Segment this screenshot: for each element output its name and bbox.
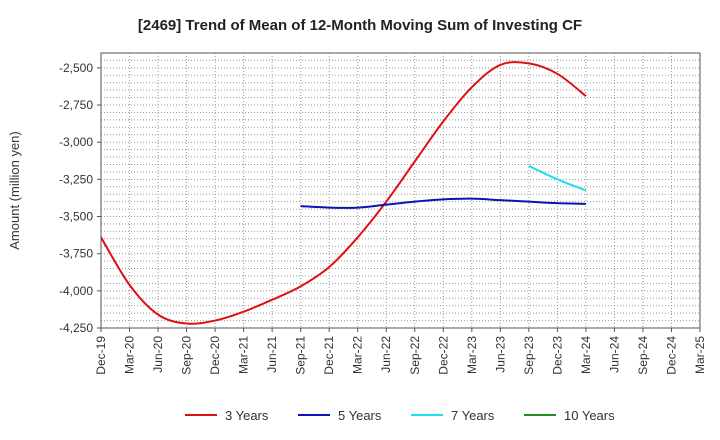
plot-frame bbox=[100, 52, 701, 329]
x-tick-label: Mar-21 bbox=[237, 336, 251, 374]
x-tick-label: Sep-21 bbox=[294, 336, 308, 375]
x-tick-label: Sep-23 bbox=[522, 336, 536, 375]
x-tick-label: Mar-22 bbox=[351, 336, 365, 374]
y-tick-label: -4,250 bbox=[59, 321, 93, 335]
legend-label: 3 Years bbox=[225, 408, 269, 423]
y-tick-label: -2,500 bbox=[59, 61, 93, 75]
x-tick-label: Dec-19 bbox=[94, 336, 108, 375]
plot-area bbox=[101, 53, 700, 328]
y-tick-label: -3,250 bbox=[59, 172, 93, 186]
chart-title: [2469] Trend of Mean of 12-Month Moving … bbox=[138, 17, 582, 34]
x-tick-label: Dec-21 bbox=[322, 336, 336, 375]
x-tick-label: Jun-22 bbox=[379, 336, 393, 373]
grid-lines bbox=[100, 52, 701, 329]
x-tick-label: Mar-25 bbox=[693, 336, 707, 374]
x-tick-label: Jun-21 bbox=[265, 336, 279, 373]
y-tick-label: -3,000 bbox=[59, 135, 93, 149]
y-tick-label: -3,750 bbox=[59, 247, 93, 261]
legend: 3 Years 5 Years 7 Years 10 Years bbox=[185, 408, 615, 423]
x-tick-label: Dec-20 bbox=[208, 336, 222, 375]
legend-label: 10 Years bbox=[564, 408, 615, 423]
series-line-5-years bbox=[300, 197, 586, 209]
series-line-7-years bbox=[528, 165, 587, 192]
x-tick-label: Sep-24 bbox=[636, 336, 650, 375]
x-tick-label: Mar-23 bbox=[465, 336, 479, 374]
x-tick-label: Dec-23 bbox=[550, 336, 564, 375]
y-tick-label: -2,750 bbox=[59, 98, 93, 112]
x-tick-label: Sep-22 bbox=[408, 336, 422, 375]
series-layer bbox=[100, 61, 587, 325]
x-tick-label: Jun-20 bbox=[151, 336, 165, 373]
x-tick-label: Jun-24 bbox=[607, 336, 621, 373]
y-tick-label: -3,500 bbox=[59, 210, 93, 224]
x-tick-label: Dec-22 bbox=[436, 336, 450, 375]
x-tick-label: Mar-20 bbox=[123, 336, 137, 374]
y-axis-label: Amount (million yen) bbox=[7, 131, 22, 250]
x-tick-label: Mar-24 bbox=[579, 336, 593, 374]
legend-label: 5 Years bbox=[338, 408, 382, 423]
x-axis: Dec-19 Mar-20 Jun-20 Sep-20 Dec-20 Mar-21 Jun-… bbox=[94, 328, 707, 375]
series-line-3-years bbox=[100, 61, 587, 325]
legend-label: 7 Years bbox=[451, 408, 495, 423]
y-axis: -2,500 -2,750 -3,000 -3,250 -3,500 -3,750 -4,0… bbox=[59, 61, 101, 335]
x-tick-label: Jun-23 bbox=[493, 336, 507, 373]
y-tick-label: -4,000 bbox=[59, 284, 93, 298]
x-tick-label: Dec-24 bbox=[664, 336, 678, 375]
x-tick-label: Sep-20 bbox=[180, 336, 194, 375]
